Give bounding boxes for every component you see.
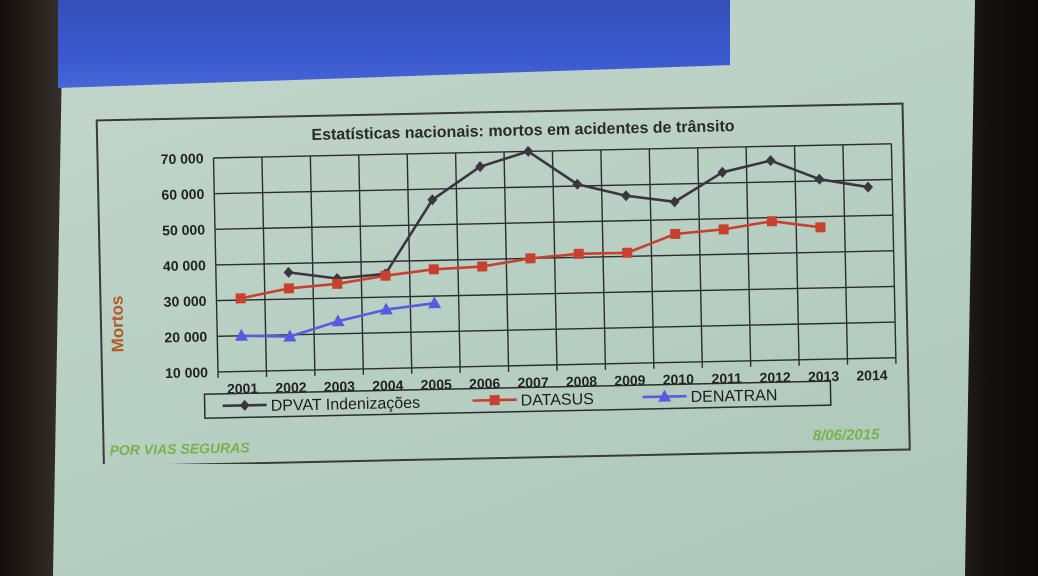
data-point-dpvat-indeniza-es (475, 161, 486, 173)
data-point-dpvat-indeniza-es (765, 155, 776, 167)
data-point-dpvat-indeniza-es (572, 178, 583, 190)
chart-frame: Estatísticas nacionais: mortos em aciden… (86, 84, 916, 464)
data-point-dpvat-indeniza-es (717, 166, 728, 178)
data-point-dpvat-indeniza-es (863, 181, 874, 193)
x-tick-label: 2014 (856, 367, 888, 384)
data-point-denatran (235, 328, 249, 341)
data-point-dpvat-indeniza-es (427, 194, 438, 206)
grid-line-horizontal (214, 214, 893, 231)
footer-left-text: POR VIAS SEGURAS (109, 439, 250, 458)
data-point-denatran (283, 329, 297, 342)
y-tick-label: 10 000 (165, 364, 208, 381)
grid-line-horizontal (214, 178, 893, 195)
data-point-datasus (283, 283, 295, 294)
grid-line-horizontal (213, 143, 892, 159)
data-point-datasus (718, 224, 729, 235)
chart-border (95, 102, 911, 464)
x-tick-label: 2013 (808, 368, 840, 385)
grid-line-horizontal (216, 285, 895, 302)
series-line-dpvat-indeniza-es (288, 150, 869, 280)
footer-right-text: 8/06/2015 (813, 426, 881, 444)
data-point-datasus (380, 270, 391, 281)
data-point-datasus (815, 222, 826, 233)
data-point-dpvat-indeniza-es (523, 145, 534, 157)
data-point-datasus (332, 278, 343, 289)
y-tick-label: 70 000 (161, 150, 204, 167)
data-point-denatran (379, 302, 393, 315)
grid-line-horizontal (215, 250, 894, 266)
legend-label-denatran: DENATRAN (690, 387, 777, 406)
legend-label-dpvat-indeniza-es: DPVAT Indenizações (271, 395, 421, 415)
data-point-datasus (235, 293, 246, 304)
data-point-datasus (622, 247, 633, 258)
data-point-denatran (331, 314, 345, 327)
data-point-datasus (428, 264, 439, 275)
data-point-datasus (766, 216, 777, 227)
y-tick-label: 20 000 (164, 328, 207, 345)
line-chart: Estatísticas nacionais: mortos em aciden… (95, 102, 911, 464)
data-point-dpvat-indeniza-es (814, 173, 825, 185)
data-point-dpvat-indeniza-es (669, 196, 680, 208)
legend-marker-denatran (658, 389, 672, 402)
legend-label-datasus: DATASUS (520, 391, 594, 410)
grid-line-horizontal (217, 321, 896, 337)
chart-title: Estatísticas nacionais: mortos em aciden… (311, 118, 735, 144)
y-tick-label: 50 000 (162, 222, 205, 239)
data-point-denatran (428, 296, 442, 309)
y-tick-label: 60 000 (161, 186, 204, 203)
y-axis-label: Mortos (107, 296, 127, 353)
data-point-dpvat-indeniza-es (283, 266, 294, 278)
data-point-datasus (573, 248, 584, 259)
legend-marker-datasus (489, 395, 500, 406)
legend-marker-dpvat-indeniza-es (239, 399, 250, 411)
data-point-datasus (670, 228, 681, 240)
legend-box (203, 380, 832, 419)
data-point-datasus (477, 261, 488, 272)
data-point-datasus (525, 253, 536, 264)
data-point-dpvat-indeniza-es (621, 190, 632, 202)
y-tick-label: 30 000 (164, 293, 207, 310)
y-tick-label: 40 000 (163, 257, 206, 274)
